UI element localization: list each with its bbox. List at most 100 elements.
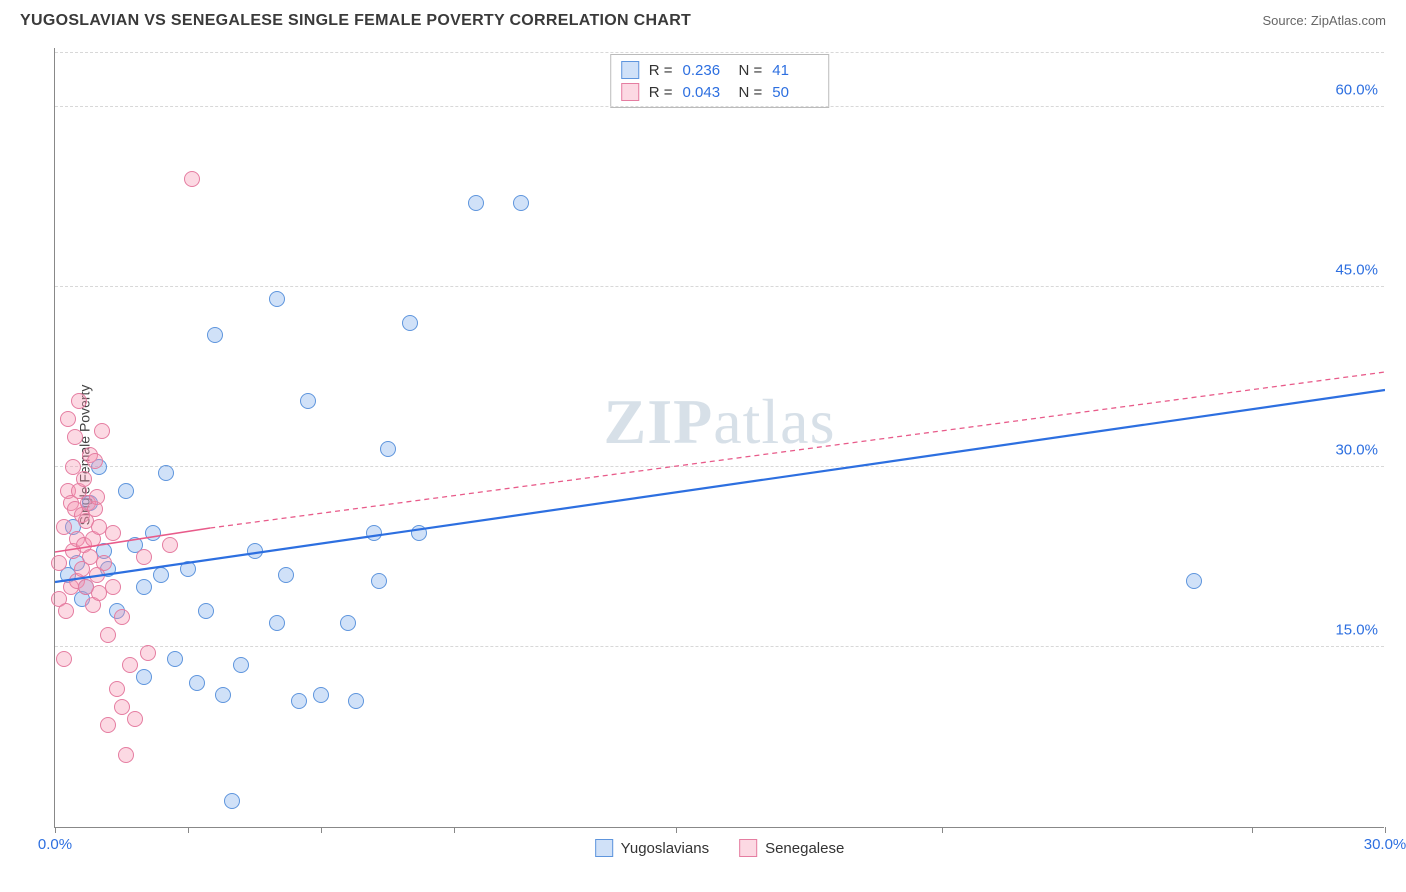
legend-item-1: Yugoslavians [595,839,709,857]
stat-label-r: R = [649,84,673,101]
gridline [55,286,1384,287]
x-tick-label: 30.0% [1364,836,1406,853]
legend-swatch-1 [595,839,613,857]
scatter-point [233,657,249,673]
watermark: ZIPatlas [604,385,836,459]
chart-title: YUGOSLAVIAN VS SENEGALESE SINGLE FEMALE … [20,12,691,30]
scatter-point [158,465,174,481]
gridline [55,466,1384,467]
scatter-point [71,393,87,409]
legend-label-1: Yugoslavians [621,840,709,857]
scatter-point [269,291,285,307]
scatter-point [100,627,116,643]
scatter-point [215,687,231,703]
source-label: Source: ZipAtlas.com [1262,13,1386,28]
x-tick [55,827,56,833]
gridline [55,52,1384,53]
x-tick [942,827,943,833]
x-tick [676,827,677,833]
header: YUGOSLAVIAN VS SENEGALESE SINGLE FEMALE … [0,0,1406,38]
scatter-point [136,549,152,565]
scatter-point [278,567,294,583]
scatter-point [60,411,76,427]
scatter-point [348,693,364,709]
scatter-point [56,651,72,667]
scatter-point [122,657,138,673]
scatter-point [247,543,263,559]
scatter-point [180,561,196,577]
scatter-point [89,489,105,505]
scatter-point [207,327,223,343]
stat-label-r: R = [649,62,673,79]
y-tick-label: 60.0% [1335,82,1378,99]
scatter-point [114,699,130,715]
legend-label-2: Senegalese [765,840,844,857]
scatter-point [67,429,83,445]
gridline [55,646,1384,647]
gridline [55,106,1384,107]
x-tick-label: 0.0% [38,836,72,853]
swatch-series-1 [621,61,639,79]
x-tick [454,827,455,833]
scatter-point [105,579,121,595]
x-tick [1385,827,1386,833]
scatter-point [269,615,285,631]
scatter-point [224,793,240,809]
stat-r-2: 0.043 [683,84,729,101]
y-tick-label: 15.0% [1335,622,1378,639]
x-tick [321,827,322,833]
scatter-point [468,195,484,211]
scatter-point [127,711,143,727]
scatter-point [140,645,156,661]
scatter-point [56,519,72,535]
scatter-point [366,525,382,541]
trendlines [55,48,1385,828]
stats-row-2: R = 0.043 N = 50 [621,81,819,103]
y-tick-label: 45.0% [1335,262,1378,279]
scatter-point [100,717,116,733]
scatter-point [136,669,152,685]
scatter-point [402,315,418,331]
scatter-point [184,171,200,187]
scatter-point [189,675,205,691]
scatter-point [94,423,110,439]
stat-label-n: N = [739,84,763,101]
scatter-point [96,555,112,571]
scatter-point [371,573,387,589]
scatter-point [313,687,329,703]
scatter-point [340,615,356,631]
scatter-point [513,195,529,211]
scatter-point [105,525,121,541]
scatter-point [411,525,427,541]
scatter-point [51,555,67,571]
x-tick [188,827,189,833]
legend-swatch-2 [739,839,757,857]
stat-n-2: 50 [772,84,818,101]
scatter-point [76,471,92,487]
scatter-point [118,747,134,763]
bottom-legend: Yugoslavians Senegalese [595,839,845,857]
scatter-point [114,609,130,625]
scatter-point [118,483,134,499]
legend-item-2: Senegalese [739,839,844,857]
scatter-point [109,681,125,697]
scatter-point [153,567,169,583]
stats-legend: R = 0.236 N = 41 R = 0.043 N = 50 [610,54,830,108]
x-tick [1252,827,1253,833]
scatter-point [87,453,103,469]
y-tick-label: 30.0% [1335,442,1378,459]
stat-label-n: N = [739,62,763,79]
swatch-series-2 [621,83,639,101]
watermark-rest: atlas [713,386,835,457]
chart-container: Single Female Poverty ZIPatlas R = 0.236… [20,48,1390,862]
watermark-zip: ZIP [604,386,714,457]
stats-row-1: R = 0.236 N = 41 [621,59,819,81]
scatter-point [145,525,161,541]
scatter-point [162,537,178,553]
scatter-point [58,603,74,619]
scatter-point [136,579,152,595]
plot-area: ZIPatlas R = 0.236 N = 41 R = 0.043 N = … [54,48,1384,828]
scatter-point [380,441,396,457]
scatter-point [1186,573,1202,589]
scatter-point [291,693,307,709]
